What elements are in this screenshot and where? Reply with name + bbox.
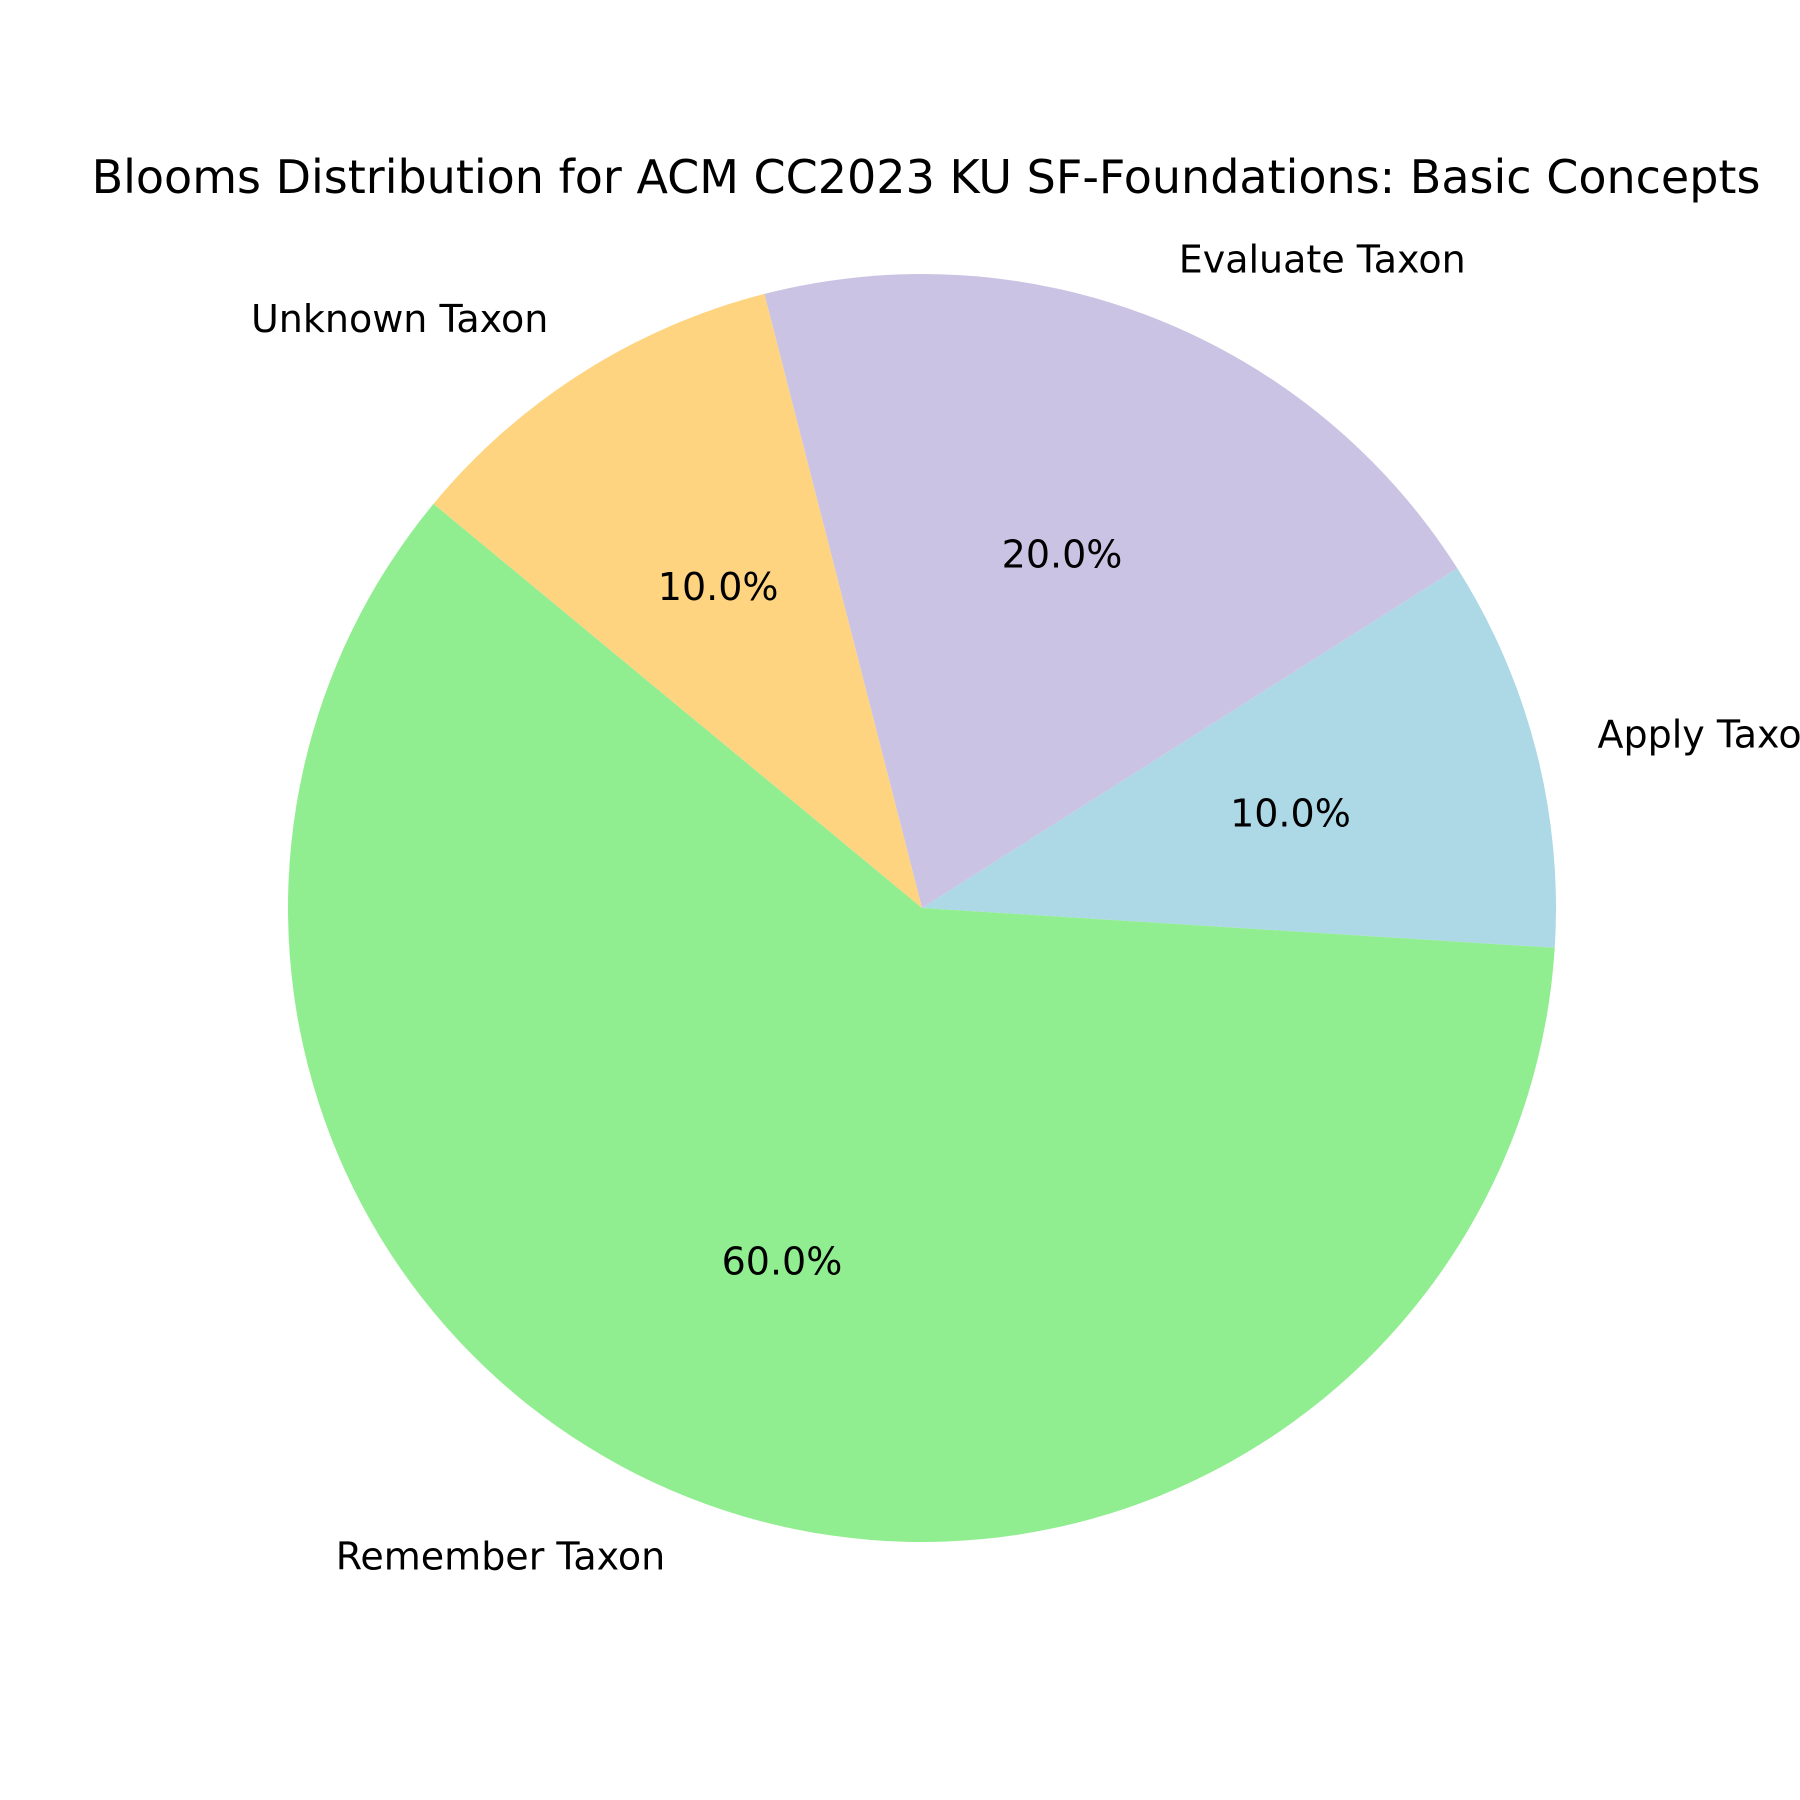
slice-label-apply-taxon: Apply Taxon — [1597, 713, 1800, 757]
pie-labels: Apply Taxon 10.0% Evaluate Taxon 20.0% Unkno… — [251, 238, 1800, 1579]
slice-percent-unknown-taxon: 10.0% — [658, 565, 779, 609]
slice-label-evaluate-taxon: Evaluate Taxon — [1179, 238, 1466, 282]
slice-label-remember-taxon: Remember Taxon — [336, 1534, 666, 1578]
pie-slices — [287, 273, 1556, 1543]
slice-percent-evaluate-taxon: 20.0% — [1002, 532, 1123, 576]
pie-slice-unknown-taxon — [433, 293, 922, 908]
chart-title: Blooms Distribution for ACM CC2023 KU SF… — [92, 150, 1761, 204]
slice-percent-apply-taxon: 10.0% — [1230, 791, 1351, 835]
slice-label-unknown-taxon: Unknown Taxon — [251, 297, 548, 341]
pie-slice-evaluate-taxon — [764, 273, 1458, 908]
pie-slice-remember-taxon — [287, 503, 1555, 1543]
pie-slice-apply-taxon — [922, 568, 1556, 948]
slice-percent-remember-taxon: 60.0% — [722, 1240, 843, 1284]
